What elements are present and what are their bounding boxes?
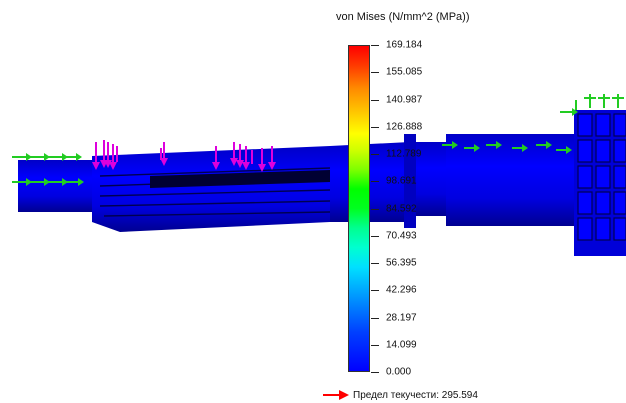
legend-tick-mark <box>371 209 379 210</box>
legend-tick-label: 112.789 <box>386 148 422 160</box>
load-arrow-group-3 <box>212 142 276 172</box>
load-arrow-group-1 <box>92 140 118 170</box>
legend-tick-mark <box>371 236 379 237</box>
legend-tick-mark <box>371 372 379 373</box>
gear <box>574 110 626 256</box>
load-arrow-group-2 <box>160 142 168 166</box>
legend-tick-mark <box>371 45 379 46</box>
legend-tick-label: 140.987 <box>386 94 423 106</box>
shaft-left-end <box>18 160 92 212</box>
legend-tick-label: 126.888 <box>386 121 423 133</box>
legend-tick-label: 56.395 <box>386 257 417 269</box>
spline-dark-band <box>150 170 330 188</box>
shaft-spline-section <box>92 146 330 232</box>
shaft-large-section <box>446 134 576 226</box>
legend-tick-label: 14.099 <box>386 339 417 351</box>
legend-tick-mark <box>371 72 379 73</box>
legend-title: von Mises (N/mm^2 (MPa)) <box>336 11 470 23</box>
legend-tick-mark <box>371 181 379 182</box>
shaft-collar <box>416 142 448 216</box>
shaft-step-ring <box>404 134 416 228</box>
legend-tick-label: 98.691 <box>386 175 417 187</box>
legend-tick-mark <box>371 100 379 101</box>
legend-tick-mark <box>371 290 379 291</box>
legend-tick-label: 169.184 <box>386 39 423 51</box>
fixture-arrow-left-bottom <box>12 178 84 186</box>
legend-tick-label: 0.000 <box>386 366 412 378</box>
fixture-arrow-right <box>442 141 572 154</box>
legend-tick-mark <box>371 318 379 319</box>
legend-tick-mark <box>371 345 379 346</box>
legend-tick-mark <box>371 127 379 128</box>
legend-tick-label: 28.197 <box>386 312 417 324</box>
fixture-arrow-left-top <box>12 153 82 161</box>
load-arrows <box>92 140 276 172</box>
fixture-arrow-gear <box>560 94 624 116</box>
legend-tick-label: 155.085 <box>386 66 423 78</box>
fixture-arrows <box>12 94 624 186</box>
yield-arrow-icon <box>323 390 349 400</box>
legend-tick-label: 70.493 <box>386 230 417 242</box>
color-scale-bar <box>348 45 370 372</box>
yield-strength-row: Предел текучести: 295.594 <box>323 388 478 402</box>
legend-tick-mark <box>371 263 379 264</box>
legend-tick-mark <box>371 154 379 155</box>
yield-strength-label: Предел текучести: 295.594 <box>353 389 478 401</box>
legend-tick-label: 84.592 <box>386 203 417 215</box>
legend-tick-label: 42.296 <box>386 284 417 296</box>
